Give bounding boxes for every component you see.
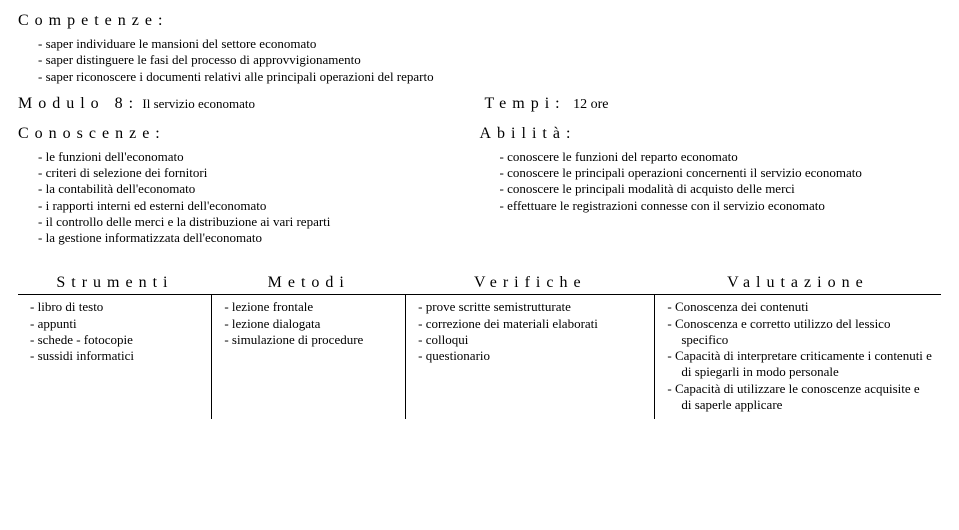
cell-verifiche: prove scritte semistrutturate correzione… (406, 295, 655, 419)
list-item: Capacità di utilizzare le conoscenze acq… (667, 381, 933, 414)
list-item: saper individuare le mansioni del settor… (38, 36, 941, 52)
list-item: libro di testo (30, 299, 203, 315)
list-item: Conoscenza dei contenuti (667, 299, 933, 315)
tempi-prefix: Tempi: (485, 95, 566, 112)
col-header-strumenti: Strumenti (18, 270, 212, 295)
list-item: il controllo delle merci e la distribuzi… (38, 214, 470, 230)
list-item: la gestione informatizzata dell'economat… (38, 230, 470, 246)
list-item: correzione dei materiali elaborati (418, 316, 646, 332)
list-item: criteri di selezione dei fornitori (38, 165, 470, 181)
strumenti-list: libro di testo appunti schede - fotocopi… (30, 299, 203, 364)
modulo-prefix: Modulo 8: (18, 95, 139, 112)
list-item: appunti (30, 316, 203, 332)
col-header-valutazione: Valutazione (655, 270, 941, 295)
modulo-block: Modulo 8: Il servizio economato (18, 95, 475, 113)
list-item: saper distinguere le fasi del processo d… (38, 52, 941, 68)
list-item: lezione frontale (224, 299, 397, 315)
list-item: schede - fotocopie (30, 332, 203, 348)
list-item: prove scritte semistrutturate (418, 299, 646, 315)
cell-metodi: lezione frontale lezione dialogata simul… (212, 295, 406, 419)
list-item: questionario (418, 348, 646, 364)
abilita-list: conoscere le funzioni del reparto econom… (500, 149, 932, 214)
col-header-verifiche: Verifiche (406, 270, 655, 295)
list-item: Capacità di interpretare criticamente i … (667, 348, 933, 381)
modulo-text: Il servizio economato (142, 96, 255, 111)
list-item: conoscere le principali modalità di acqu… (500, 181, 932, 197)
abilita-heading: Abilità: (480, 125, 932, 143)
list-item: la contabilità dell'economato (38, 181, 470, 197)
list-item: i rapporti interni ed esterni dell'econo… (38, 198, 470, 214)
competenze-list: saper individuare le mansioni del settor… (38, 36, 941, 85)
conoscenze-section: Conoscenze: le funzioni dell'economato c… (18, 123, 480, 257)
list-item: simulazione di procedure (224, 332, 397, 348)
list-item: colloqui (418, 332, 646, 348)
modulo-tempi-row: Modulo 8: Il servizio economato Tempi: 1… (18, 95, 941, 113)
valutazione-list: Conoscenza dei contenuti Conoscenza e co… (667, 299, 933, 413)
col-header-metodi: Metodi (212, 270, 406, 295)
abilita-section: Abilità: conoscere le funzioni del repar… (480, 123, 942, 224)
table-row: libro di testo appunti schede - fotocopi… (18, 295, 941, 419)
competenze-heading: Competenze: (18, 12, 941, 30)
list-item: le funzioni dell'economato (38, 149, 470, 165)
verifiche-list: prove scritte semistrutturate correzione… (418, 299, 646, 364)
list-item: conoscere le principali operazioni conce… (500, 165, 932, 181)
list-item: effettuare le registrazioni connesse con… (500, 198, 932, 214)
conoscenze-list: le funzioni dell'economato criteri di se… (38, 149, 470, 247)
table-header-row: Strumenti Metodi Verifiche Valutazione (18, 270, 941, 295)
list-item: Conoscenza e corretto utilizzo del lessi… (667, 316, 933, 349)
list-item: saper riconoscere i documenti relativi a… (38, 69, 941, 85)
cell-strumenti: libro di testo appunti schede - fotocopi… (18, 295, 212, 419)
bottom-table: Strumenti Metodi Verifiche Valutazione l… (18, 270, 941, 419)
list-item: sussidi informatici (30, 348, 203, 364)
conoscenze-abilita-row: Conoscenze: le funzioni dell'economato c… (18, 123, 941, 257)
tempi-block: Tempi: 12 ore (475, 95, 942, 113)
tempi-text: 12 ore (573, 97, 608, 112)
cell-valutazione: Conoscenza dei contenuti Conoscenza e co… (655, 295, 941, 419)
competenze-section: Competenze: saper individuare le mansion… (18, 12, 941, 85)
conoscenze-heading: Conoscenze: (18, 125, 470, 143)
list-item: lezione dialogata (224, 316, 397, 332)
metodi-list: lezione frontale lezione dialogata simul… (224, 299, 397, 348)
list-item: conoscere le funzioni del reparto econom… (500, 149, 932, 165)
